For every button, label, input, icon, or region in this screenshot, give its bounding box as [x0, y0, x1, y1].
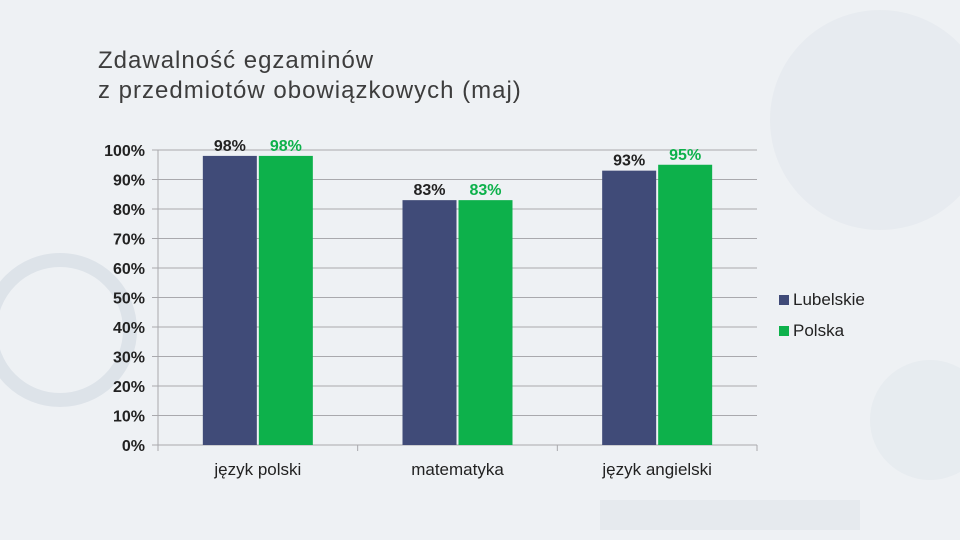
- y-tick-label: 50%: [113, 291, 145, 308]
- y-tick-label: 30%: [113, 350, 145, 367]
- y-tick-label: 100%: [104, 143, 145, 160]
- y-tick-label: 20%: [113, 379, 145, 396]
- legend-label-polska: Polska: [793, 320, 845, 340]
- y-tick-label: 60%: [113, 261, 145, 278]
- bar: [258, 155, 313, 445]
- title-line-1: Zdawalność egzaminów: [98, 47, 375, 74]
- y-tick-label: 90%: [113, 173, 145, 190]
- y-tick-label: 10%: [113, 409, 145, 426]
- bar: [202, 155, 257, 445]
- legend-swatch-lubelskie: [779, 294, 789, 305]
- bar: [602, 170, 657, 445]
- data-label: 95%: [669, 147, 701, 164]
- legend-swatch-polska: [779, 325, 789, 336]
- legend: Lubelskie Polska: [779, 284, 865, 346]
- bar: [402, 200, 457, 445]
- chart-title: Zdawalność egzaminów z przedmiotów obowi…: [98, 46, 522, 106]
- legend-item-lubelskie: Lubelskie: [779, 284, 865, 315]
- y-tick-label: 70%: [113, 232, 145, 249]
- y-tick-label: 80%: [113, 202, 145, 219]
- data-label: 98%: [270, 138, 302, 155]
- y-tick-label: 0%: [122, 438, 145, 455]
- legend-item-polska: Polska: [779, 315, 865, 346]
- x-category-label: język angielski: [601, 460, 712, 479]
- data-label: 93%: [613, 153, 645, 170]
- title-line-2: z przedmiotów obowiązkowych (maj): [98, 77, 522, 104]
- x-category-label: matematyka: [411, 460, 504, 479]
- data-label: 83%: [469, 182, 501, 199]
- data-label: 83%: [413, 182, 445, 199]
- bar: [658, 164, 713, 445]
- bar: [458, 200, 513, 445]
- y-tick-label: 40%: [113, 320, 145, 337]
- data-label: 98%: [214, 138, 246, 155]
- x-category-label: język polski: [213, 460, 301, 479]
- legend-label-lubelskie: Lubelskie: [793, 289, 865, 309]
